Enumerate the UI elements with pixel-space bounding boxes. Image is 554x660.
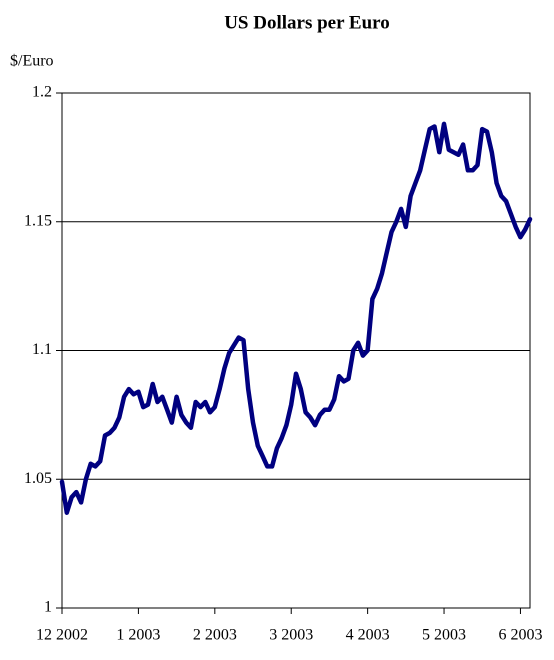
x-tick-label: 3 2003: [269, 627, 313, 644]
y-axis-label: $/Euro: [10, 53, 54, 70]
x-tick-label: 4 2003: [346, 627, 390, 644]
x-tick-label: 6 2003: [498, 627, 542, 644]
chart-title: US Dollars per Euro: [224, 12, 390, 33]
y-tick-label: 1.15: [24, 212, 52, 229]
x-tick-label: 5 2003: [422, 627, 466, 644]
x-tick-label: 2 2003: [193, 627, 237, 644]
plot-frame: [61, 92, 531, 609]
y-tick-label: 1.2: [32, 84, 52, 101]
y-tick-label: 1.05: [24, 470, 52, 487]
x-tick-label: 1 2003: [116, 627, 160, 644]
x-tick-label: 12 2002: [36, 627, 88, 644]
y-tick-label: 1: [44, 599, 52, 616]
series-line: [59, 121, 533, 515]
y-tick-label: 1.1: [32, 341, 52, 358]
